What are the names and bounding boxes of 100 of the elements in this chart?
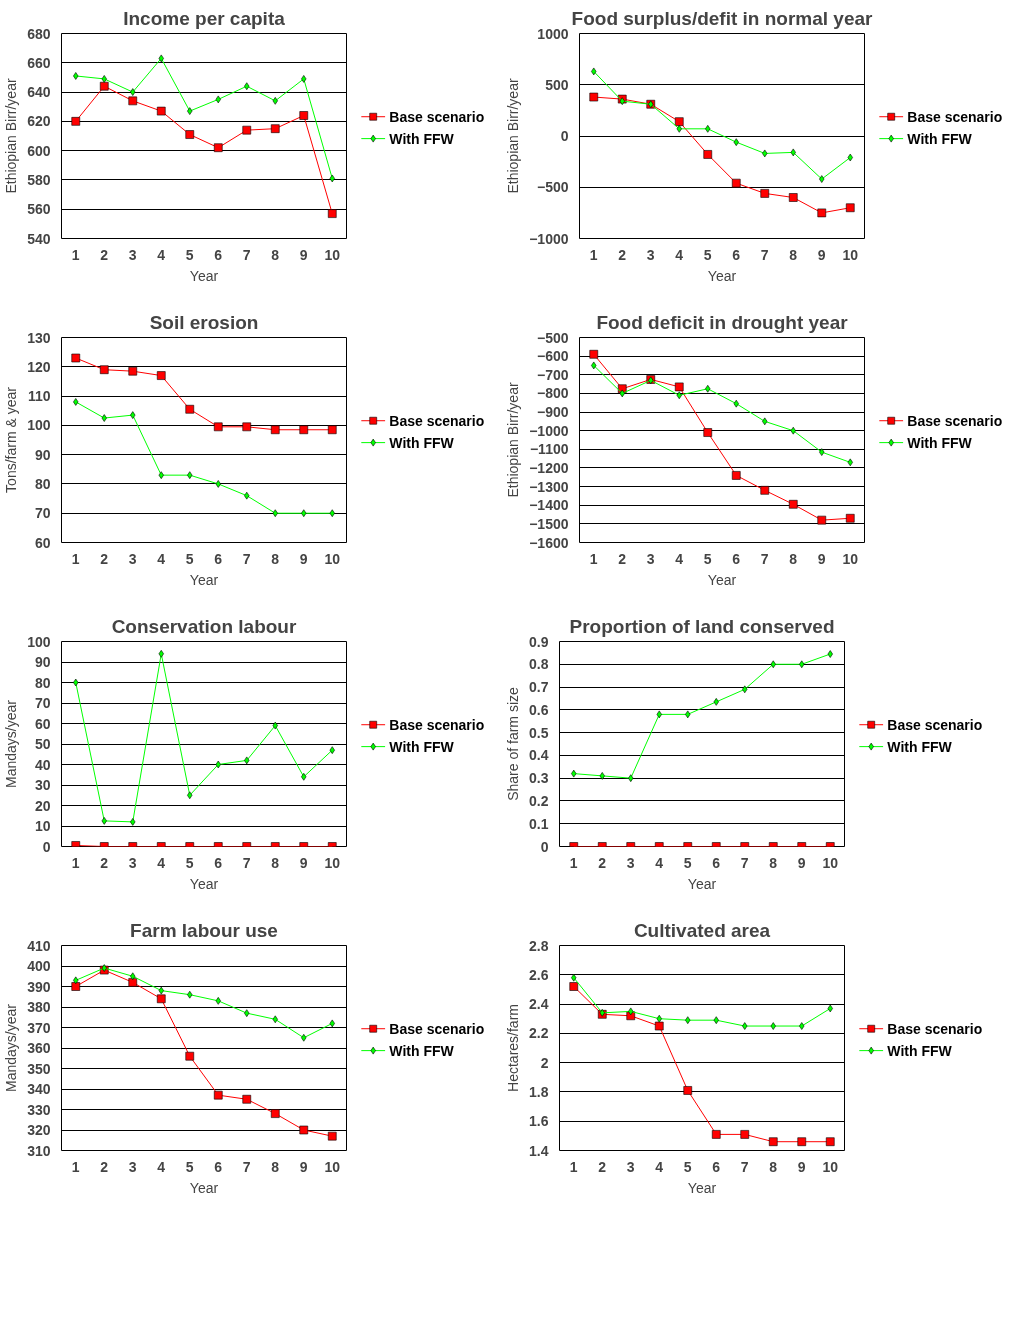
y-tick-label: 90 [34,446,51,463]
x-tick-label: 3 [128,246,137,263]
x-tick-label: 7 [242,1158,251,1175]
x-tick-label: 8 [271,854,280,871]
y-tick-label: 80 [34,475,51,492]
legend-label: With FFW [907,434,973,451]
y-tick-label: 30 [34,777,51,793]
legend-label: With FFW [389,1042,455,1059]
x-tick-label: 2 [618,550,627,567]
y-tick-label: 40 [34,756,51,773]
y-tick-label: 10 [34,818,51,834]
y-tick-label: 660 [27,54,51,71]
y-tick-label: −700 [536,366,569,383]
x-tick-label: 8 [769,1158,778,1175]
y-tick-label: 80 [34,674,51,691]
x-axis-title: Year [189,1179,219,1196]
x-axis-title: Year [189,571,219,588]
y-tick-label: 350 [27,1060,51,1077]
y-axis-title: Ethiopian Birr/year [505,78,522,194]
legend-label: Base scenario [887,1020,983,1037]
y-tick-label: −600 [536,348,569,365]
x-tick-label: 2 [618,246,627,263]
y-tick-label: −1000 [529,422,569,439]
x-tick-label: 7 [740,854,749,871]
x-tick-label: 9 [299,1158,308,1175]
x-axis-title: Year [707,571,737,588]
x-tick-label: 6 [712,854,721,871]
y-tick-label: −1600 [529,534,569,551]
x-tick-label: 7 [760,246,769,263]
x-tick-label: 9 [299,246,308,263]
x-tick-label: 4 [157,246,166,263]
x-tick-label: 6 [712,1158,721,1175]
x-tick-label: 8 [271,550,280,567]
y-tick-label: 580 [27,171,51,188]
y-tick-label: 70 [34,695,51,711]
x-tick-label: 4 [655,1158,664,1175]
x-tick-label: 1 [569,854,578,871]
x-tick-label: 9 [817,246,826,263]
y-tick-label: 0.8 [529,656,549,673]
x-tick-label: 1 [71,550,80,567]
x-tick-label: 1 [589,246,598,263]
y-tick-label: 2 [540,1054,549,1071]
x-tick-label: 10 [324,246,341,263]
x-tick-label: 6 [214,854,223,871]
x-tick-label: 5 [703,550,712,567]
y-tick-label: −1200 [529,459,569,476]
y-tick-label: 0.6 [529,701,549,718]
chart-title: Food deficit in drought year [596,311,849,333]
x-axis-title: Year [189,267,219,284]
y-tick-label: 400 [27,958,51,974]
y-axis-title: Ethiopian Birr/year [505,382,522,498]
x-tick-label: 6 [732,550,741,567]
x-tick-label: 4 [675,550,684,567]
y-tick-label: 330 [27,1101,51,1118]
legend-label: With FFW [389,434,455,451]
y-tick-label: 390 [27,978,51,995]
x-tick-label: 3 [128,854,137,871]
y-axis-title: Mandays/year [3,1003,20,1092]
y-tick-label: 0.1 [529,815,549,832]
x-tick-label: 6 [214,1158,223,1175]
x-tick-label: 6 [732,246,741,263]
y-tick-label: 60 [34,715,51,732]
y-tick-label: 640 [27,84,51,101]
x-tick-label: 2 [100,854,109,871]
x-tick-label: 5 [703,246,712,263]
legend-label: Base scenario [887,716,983,733]
x-tick-label: 9 [817,550,826,567]
x-tick-label: 5 [185,550,194,567]
chart-title: Soil erosion [149,311,259,333]
y-tick-label: 380 [27,999,51,1015]
x-tick-label: 9 [797,854,806,871]
x-tick-label: 8 [271,246,280,263]
y-tick-label: −800 [536,385,569,402]
chart-title: Cultivated area [633,919,771,941]
x-tick-label: 9 [299,550,308,567]
y-tick-label: 0.3 [529,770,549,787]
x-tick-label: 2 [100,1158,109,1175]
y-tick-label: 1000 [537,25,569,42]
y-tick-label: 1.8 [529,1083,549,1100]
chart-title: Income per capita [123,7,286,29]
x-tick-label: 5 [185,246,194,263]
y-tick-label: 2.2 [529,1025,549,1042]
y-tick-label: 2.6 [529,966,549,983]
x-tick-label: 10 [324,1158,341,1175]
y-tick-label: 680 [27,25,51,42]
y-tick-label: 0.9 [529,633,549,650]
y-tick-label: 340 [27,1081,51,1097]
x-axis-title: Year [687,875,717,892]
x-tick-label: 5 [185,854,194,871]
x-axis-title: Year [687,1179,717,1196]
x-tick-label: 10 [324,550,341,567]
y-tick-label: −1500 [529,515,569,532]
x-tick-label: 6 [214,550,223,567]
y-tick-label: 410 [27,937,51,954]
x-tick-label: 4 [157,1158,166,1175]
chart-title: Food surplus/defit in normal year [571,7,874,29]
legend-label: With FFW [907,130,973,147]
x-tick-label: 7 [242,246,251,263]
x-tick-label: 6 [214,246,223,263]
x-tick-label: 7 [242,854,251,871]
